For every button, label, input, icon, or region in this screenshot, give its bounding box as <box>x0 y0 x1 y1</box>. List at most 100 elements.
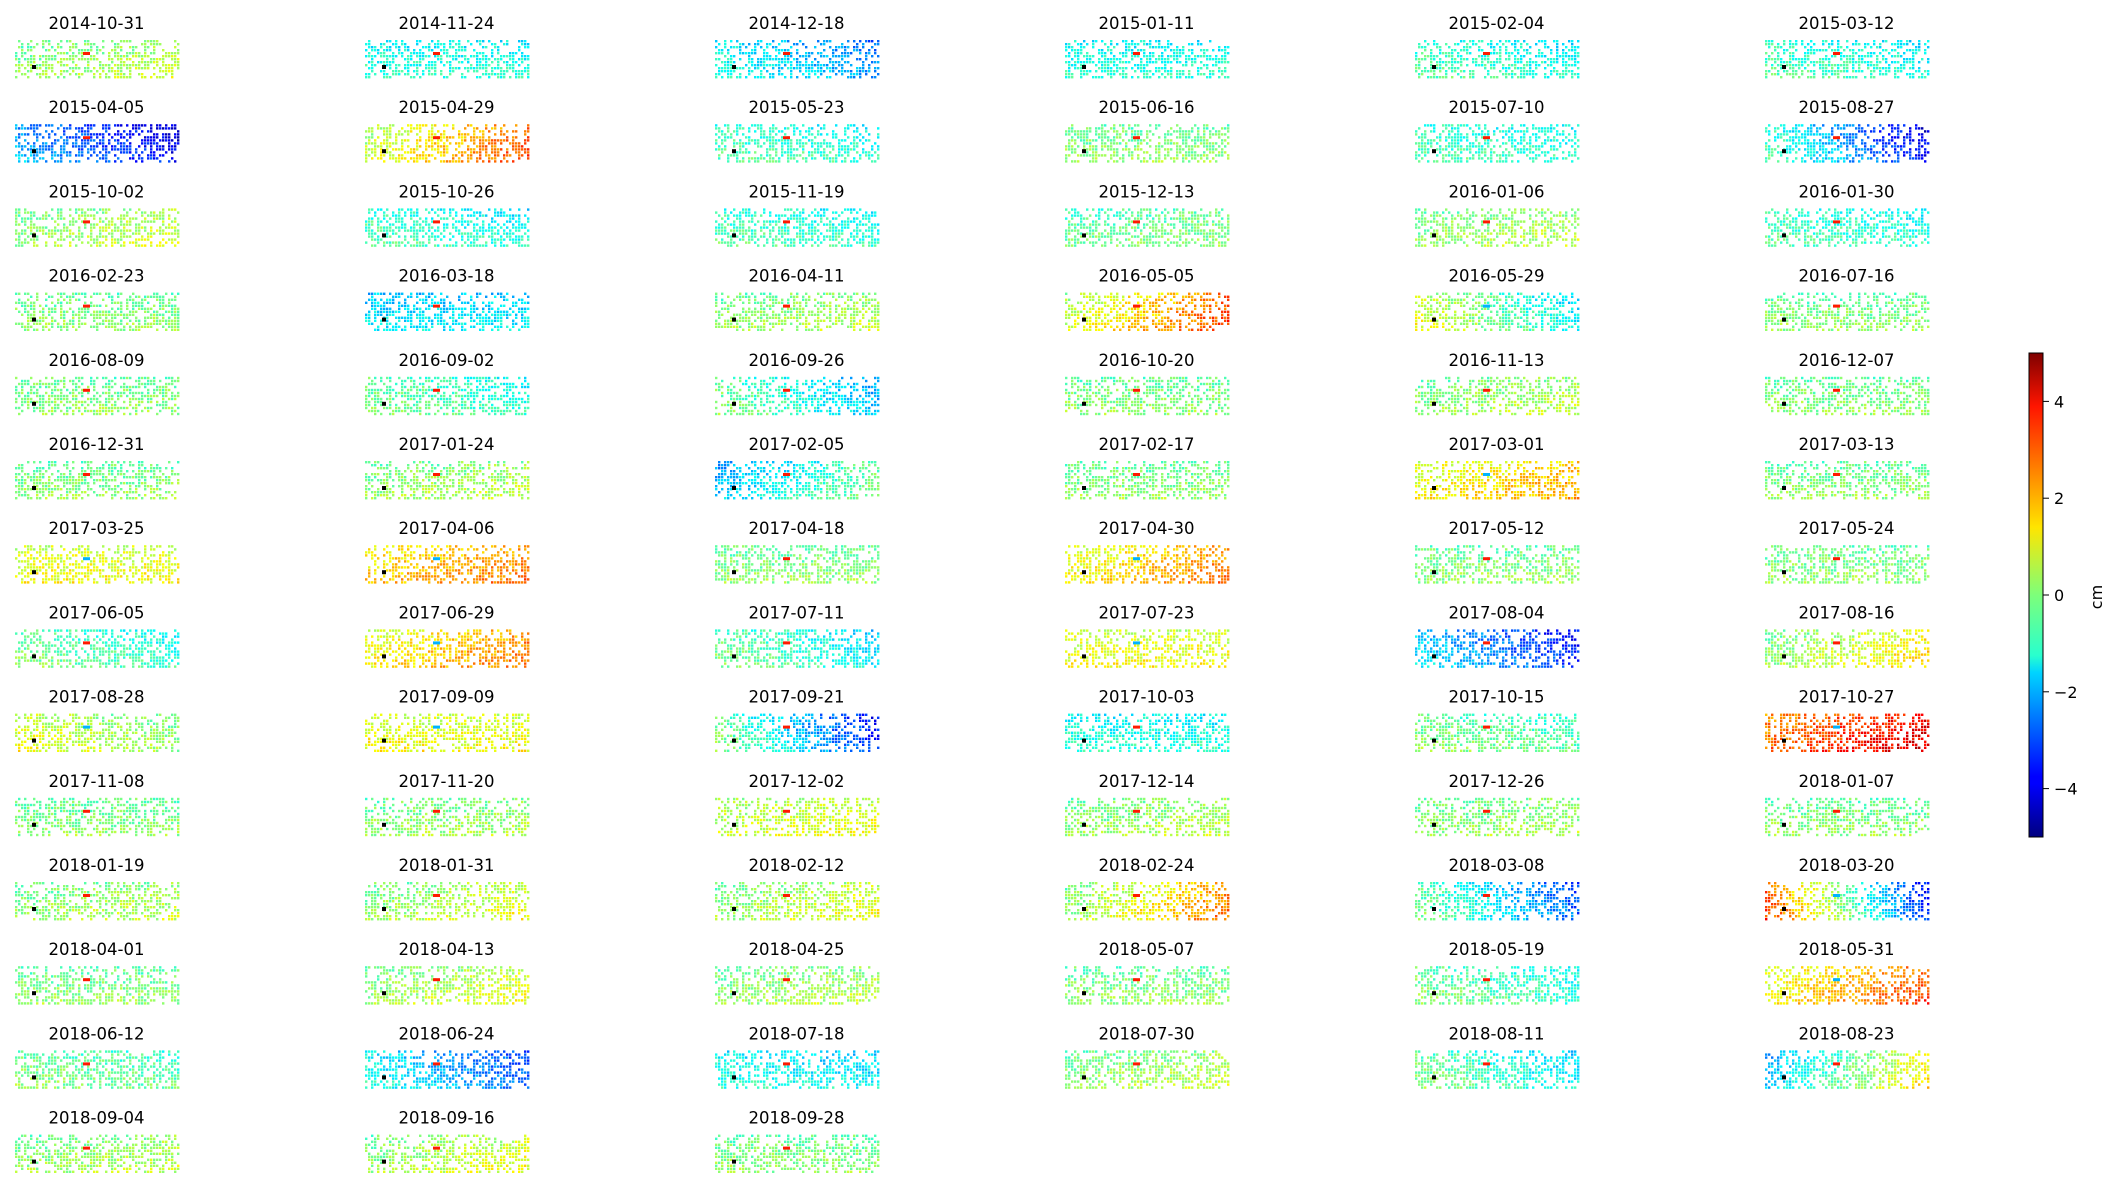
panel-image <box>365 966 530 1005</box>
reference-point-marker <box>1082 738 1086 743</box>
panel-image <box>15 629 180 668</box>
panel-2018-04-25: 2018-04-25 <box>715 940 880 1005</box>
feature-mark <box>1833 809 1840 813</box>
panel-title: 2016-09-02 <box>399 351 495 370</box>
panel-title: 2017-12-14 <box>1099 772 1195 791</box>
panel-title: 2016-05-29 <box>1449 267 1545 286</box>
panel-title: 2017-12-26 <box>1449 772 1545 791</box>
panel-2017-04-06: 2017-04-06 <box>365 519 530 584</box>
feature-mark <box>1483 894 1490 897</box>
panel-title: 2016-12-07 <box>1799 351 1895 370</box>
feature-mark <box>433 136 440 140</box>
panel-title: 2018-04-01 <box>49 940 145 959</box>
reference-point-marker <box>1082 654 1086 659</box>
feature-mark <box>1833 1062 1840 1066</box>
panel-title: 2018-05-31 <box>1799 940 1895 959</box>
reference-point-marker <box>382 401 386 406</box>
panel-2018-01-07: 2018-01-07 <box>1765 772 1930 837</box>
reference-point-marker <box>32 1075 36 1080</box>
panel-2018-02-12: 2018-02-12 <box>715 856 880 921</box>
panel-title: 2018-02-12 <box>749 856 845 875</box>
panel-title: 2018-01-07 <box>1799 772 1895 791</box>
panel-image <box>1415 966 1580 1005</box>
panel-2015-04-29: 2015-04-29 <box>365 98 530 163</box>
feature-mark <box>433 978 440 982</box>
reference-point-marker <box>732 233 736 238</box>
panel-2016-09-02: 2016-09-02 <box>365 351 530 416</box>
panel-2017-11-08: 2017-11-08 <box>15 772 180 837</box>
panel-grid: 2014-10-31 2014-11-24 2014-12-18 2015-01-11… <box>15 14 1930 1173</box>
panel-2017-03-25: 2017-03-25 <box>15 519 180 584</box>
feature-mark <box>83 641 90 645</box>
panel-2017-07-11: 2017-07-11 <box>715 603 880 668</box>
panel-title: 2015-04-29 <box>399 98 495 117</box>
reference-point-marker <box>382 317 386 322</box>
panel-2017-02-17: 2017-02-17 <box>1065 435 1230 500</box>
reference-point-marker <box>1432 1075 1436 1080</box>
panel-title: 2016-01-30 <box>1799 182 1895 201</box>
panel-image <box>365 882 530 921</box>
panel-image <box>1765 713 1930 752</box>
panel-image <box>1415 461 1580 500</box>
panel-2017-12-14: 2017-12-14 <box>1065 772 1230 837</box>
panel-image <box>15 882 180 921</box>
panel-image <box>1415 545 1580 584</box>
reference-point-marker <box>1432 401 1436 406</box>
panel-2018-06-12: 2018-06-12 <box>15 1024 180 1089</box>
panel-2014-12-18: 2014-12-18 <box>715 14 880 79</box>
feature-mark <box>83 725 90 729</box>
panel-2017-10-03: 2017-10-03 <box>1065 688 1230 752</box>
feature-mark <box>433 809 440 813</box>
panel-2017-04-30: 2017-04-30 <box>1065 519 1230 584</box>
reference-point-marker <box>382 1075 386 1080</box>
panel-image <box>715 208 880 247</box>
feature-mark <box>83 1062 90 1066</box>
panel-title: 2017-09-21 <box>749 688 845 707</box>
feature-mark <box>1483 473 1490 476</box>
feature-mark <box>83 1146 90 1150</box>
panel-image <box>1065 966 1230 1005</box>
panel-image <box>15 1134 180 1173</box>
panel-title: 2015-02-04 <box>1449 14 1545 33</box>
panel-image <box>1065 124 1230 163</box>
feature-mark <box>83 978 90 982</box>
panel-2017-03-13: 2017-03-13 <box>1765 435 1930 500</box>
reference-point-marker <box>1782 149 1786 154</box>
colorbar-ticks: 4 2 0 −2 −4 <box>2043 392 2078 799</box>
panel-title: 2015-04-05 <box>49 98 145 117</box>
panel-2018-07-30: 2018-07-30 <box>1065 1024 1230 1089</box>
feature-mark <box>1483 220 1490 224</box>
feature-mark <box>783 52 790 55</box>
reference-point-marker <box>732 317 736 322</box>
reference-point-marker <box>1782 233 1786 238</box>
feature-mark <box>433 894 440 897</box>
panel-image <box>1765 882 1930 921</box>
panel-image <box>1765 208 1930 247</box>
panel-image <box>1415 40 1580 79</box>
panel-title: 2017-03-13 <box>1799 435 1895 454</box>
panel-title: 2017-04-18 <box>749 519 845 538</box>
panel-image <box>1065 208 1230 247</box>
feature-mark <box>83 136 90 140</box>
feature-mark <box>1483 388 1490 392</box>
panel-image <box>1415 713 1580 752</box>
panel-title: 2017-04-30 <box>1099 519 1195 538</box>
panel-title: 2017-02-17 <box>1099 435 1195 454</box>
panel-image <box>715 1050 880 1089</box>
panel-title: 2016-03-18 <box>399 267 495 286</box>
panel-title: 2017-08-04 <box>1449 603 1545 622</box>
reference-point-marker <box>1432 317 1436 322</box>
feature-mark <box>1133 136 1140 140</box>
panel-title: 2017-08-16 <box>1799 603 1895 622</box>
reference-point-marker <box>382 1159 386 1164</box>
panel-title: 2017-03-01 <box>1449 435 1545 454</box>
panel-image <box>715 966 880 1005</box>
panel-2017-10-27: 2017-10-27 <box>1765 688 1930 752</box>
panel-2018-08-23: 2018-08-23 <box>1765 1024 1930 1089</box>
panel-title: 2016-01-06 <box>1449 182 1545 201</box>
panel-2017-09-21: 2017-09-21 <box>715 688 880 752</box>
feature-mark <box>1133 1062 1140 1066</box>
panel-image <box>365 629 530 668</box>
panel-image <box>15 40 180 79</box>
reference-point-marker <box>382 822 386 827</box>
